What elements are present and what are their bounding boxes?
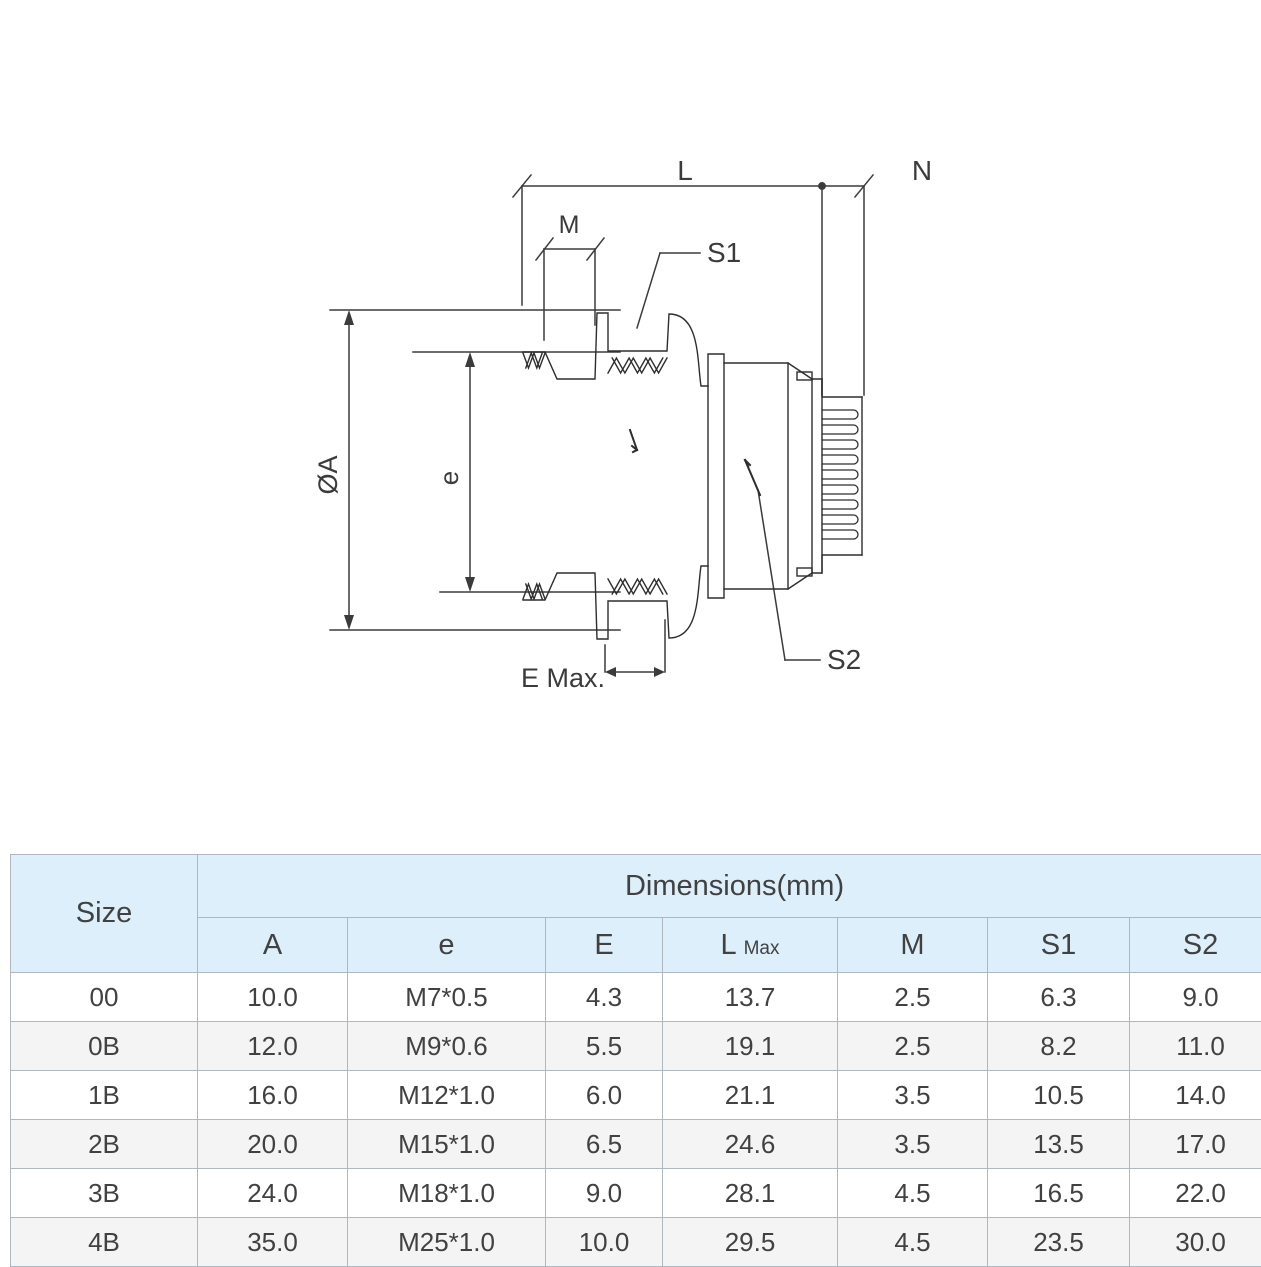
svg-text:S2: S2	[827, 644, 861, 675]
svg-text:e: e	[434, 471, 464, 485]
svg-text:L: L	[677, 155, 693, 186]
svg-text:ØA: ØA	[313, 455, 343, 494]
svg-text:M: M	[559, 211, 580, 239]
svg-text:E Max.: E Max.	[521, 663, 605, 693]
svg-text:S1: S1	[707, 237, 741, 268]
svg-text:N: N	[912, 155, 932, 186]
